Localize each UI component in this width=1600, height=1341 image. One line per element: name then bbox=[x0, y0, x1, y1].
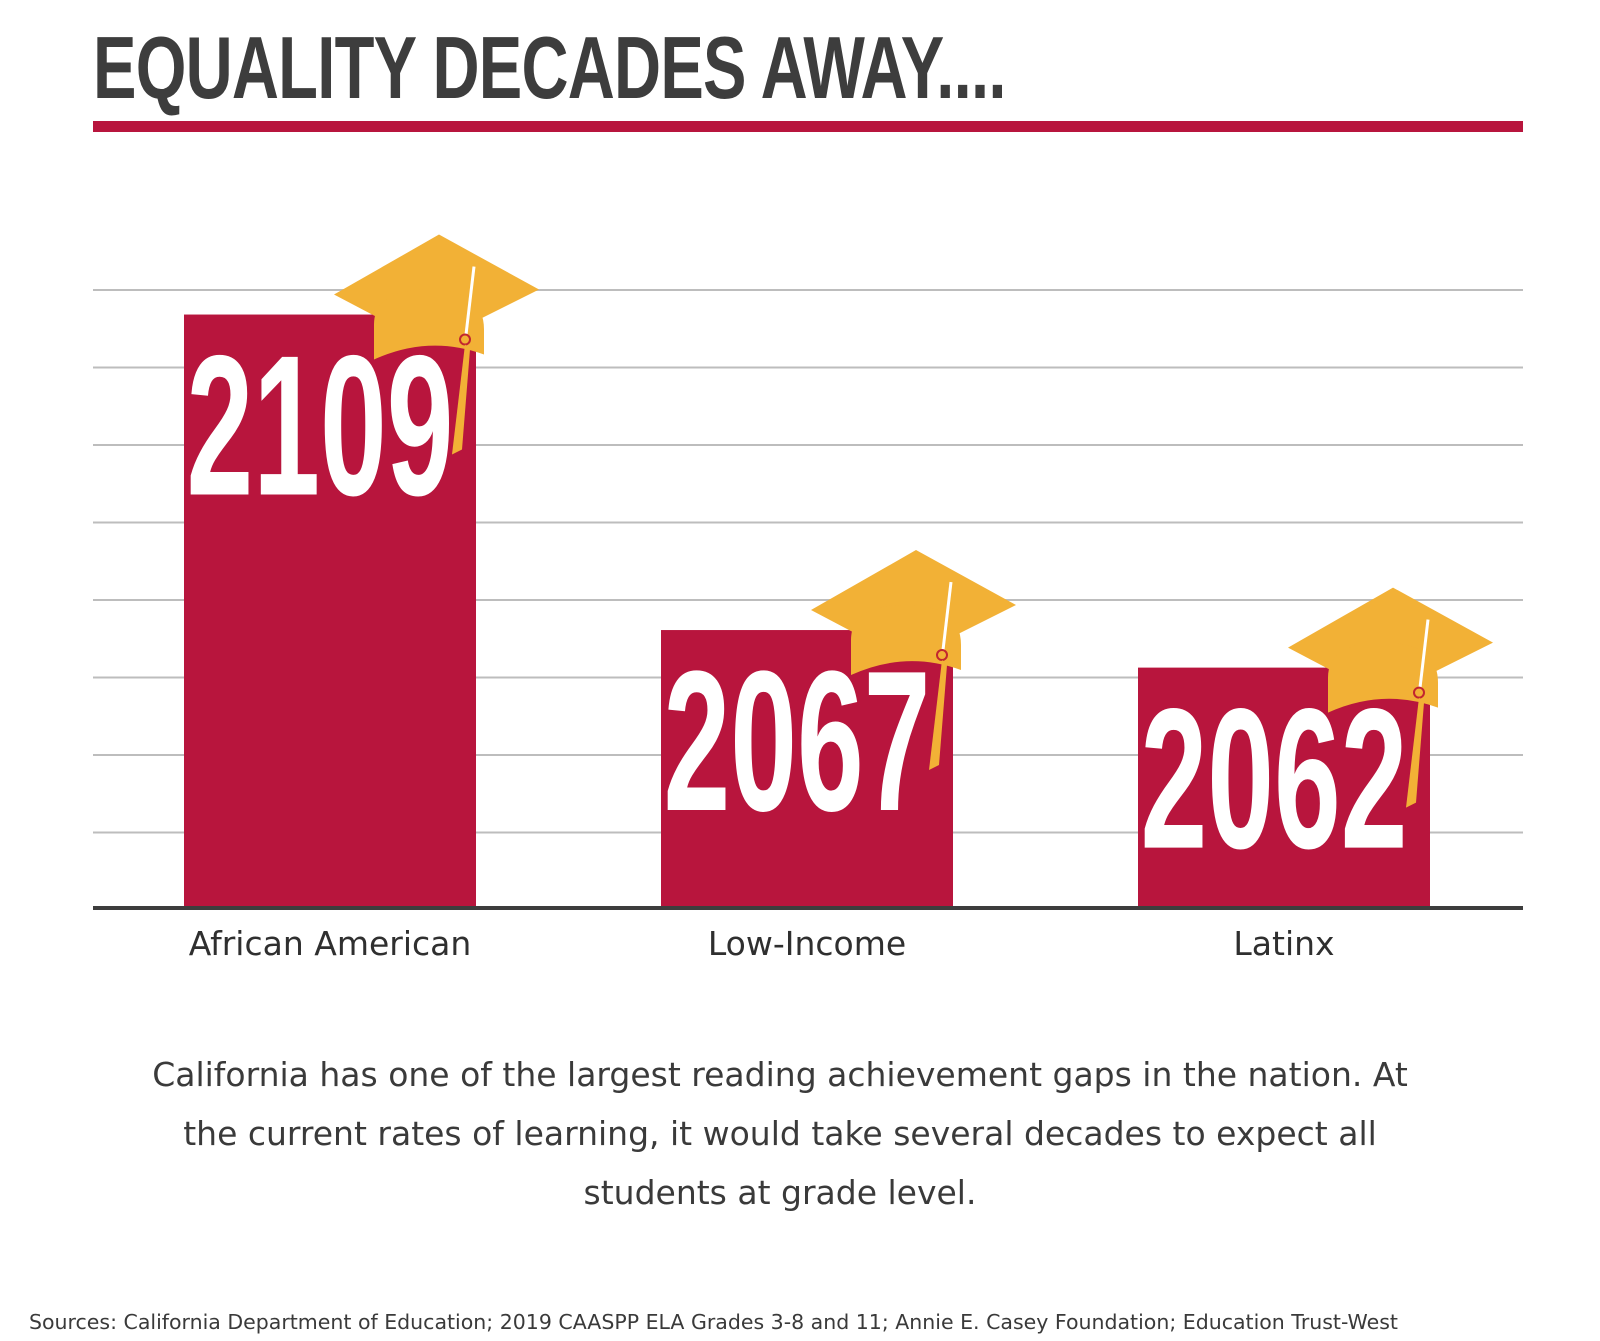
chart-caption: California has one of the largest readin… bbox=[152, 1055, 1408, 1212]
graduation-cap-icon bbox=[1288, 587, 1493, 808]
category-labels: African American Low-Income Latinx bbox=[189, 924, 1335, 963]
page-title: EQUALITY DECADES AWAY.... bbox=[93, 18, 1006, 117]
bar-chart: 2109 2067 2062 African American Low-Income L… bbox=[93, 234, 1523, 963]
category-label: African American bbox=[189, 924, 472, 963]
bar-latinx bbox=[1138, 667, 1430, 908]
data-labels: 2109 2067 2062 bbox=[187, 314, 1408, 890]
bar-african-american bbox=[184, 314, 476, 908]
bars bbox=[184, 314, 1430, 908]
data-label: 2067 bbox=[664, 629, 931, 852]
graduation-cap-icon bbox=[811, 550, 1016, 771]
data-label: 2109 bbox=[187, 314, 454, 537]
category-label: Latinx bbox=[1233, 924, 1334, 963]
graduation-cap-icon bbox=[334, 234, 539, 455]
title-underline bbox=[93, 121, 1523, 132]
sources-note: Sources: California Department of Educat… bbox=[29, 1310, 1398, 1334]
category-label: Low-Income bbox=[708, 924, 906, 963]
data-label: 2062 bbox=[1141, 667, 1408, 890]
bar-low-income bbox=[661, 630, 953, 908]
graduation-caps bbox=[334, 234, 1493, 808]
